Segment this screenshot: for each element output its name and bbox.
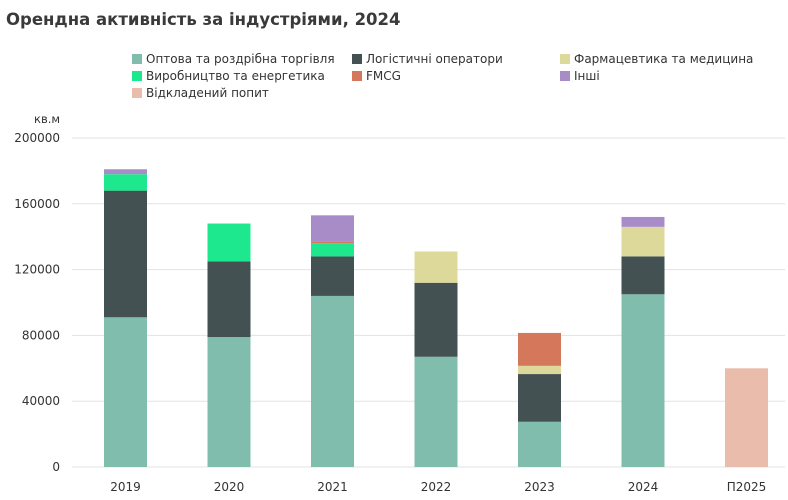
x-tick-label: 2023 (524, 480, 555, 494)
bar-segment (311, 295, 354, 467)
legend-swatch (560, 54, 570, 64)
bar-segment (518, 365, 561, 375)
legend-swatch (132, 54, 142, 64)
bar-segment (207, 223, 251, 262)
bar-segment (311, 215, 354, 242)
legend-swatch (132, 71, 142, 81)
y-tick-label: 80000 (22, 328, 60, 342)
y-tick-label: 120000 (14, 263, 60, 277)
legend-label: Інші (574, 69, 600, 83)
x-tick-label: П2025 (727, 480, 767, 494)
y-tick-label: 40000 (22, 394, 60, 408)
bar-segment (414, 356, 458, 467)
x-tick-label: 2022 (421, 480, 452, 494)
legend-swatch (352, 54, 362, 64)
bar-segment (207, 337, 251, 467)
x-tick-label: 2024 (628, 480, 659, 494)
chart-title: Орендна активність за індустріями, 2024 (6, 10, 401, 29)
legend-item: Інші (560, 69, 600, 83)
legend-label: Оптова та роздрібна торгівля (146, 52, 335, 66)
legend-item: Виробництво та енергетика (132, 69, 325, 83)
bar-segment (414, 251, 458, 283)
bar-segment (104, 174, 147, 191)
bar-segment (311, 256, 354, 296)
legend-item: Оптова та роздрібна торгівля (132, 52, 335, 66)
y-tick-label: 160000 (14, 197, 60, 211)
legend-swatch (560, 71, 570, 81)
legend-label: FMCG (366, 69, 401, 83)
bar-segment (311, 241, 354, 244)
bar-segment (518, 421, 561, 467)
legend-label: Відкладений попит (146, 86, 269, 100)
bar-segment (414, 282, 458, 357)
legend-swatch (132, 88, 142, 98)
x-tick-label: 2021 (317, 480, 348, 494)
bar-segment (518, 374, 561, 422)
bar-segment (104, 169, 147, 175)
bar-segment (311, 243, 354, 257)
y-tick-label: 200000 (14, 131, 60, 145)
y-axis-label: кв.м (34, 112, 61, 126)
x-tick-label: 2020 (214, 480, 245, 494)
legend-item: Фармацевтика та медицина (560, 52, 753, 66)
y-tick-label: 0 (52, 460, 60, 474)
bar-segment (104, 317, 147, 467)
legend-label: Виробництво та енергетика (146, 69, 325, 83)
legend-item: Логістичні оператори (352, 52, 503, 66)
bar-segment (621, 216, 665, 227)
bar-segment (621, 226, 665, 257)
legend-label: Фармацевтика та медицина (574, 52, 754, 66)
x-tick-label: 2019 (110, 480, 141, 494)
bar-segment (621, 294, 665, 467)
bar-segment (621, 256, 665, 295)
legend-label: Логістичні оператори (366, 52, 503, 66)
chart-legend: Оптова та роздрібна торгівля Логістичні … (132, 52, 772, 104)
legend-item: Відкладений попит (132, 86, 269, 100)
legend-swatch (352, 71, 362, 81)
bar-segment (518, 332, 561, 366)
legend-item: FMCG (352, 69, 401, 83)
bar-segment (725, 368, 768, 467)
bar-segment (104, 190, 147, 318)
bar-segment (207, 261, 251, 338)
